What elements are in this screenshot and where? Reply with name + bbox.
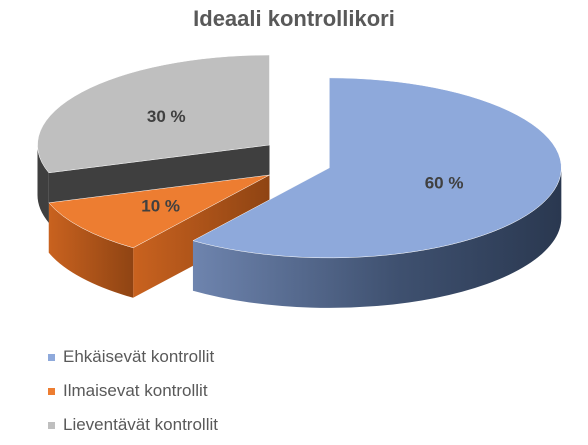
slice-side-2 <box>37 145 49 223</box>
slice-side-1 <box>48 202 134 298</box>
legend-swatch-1 <box>48 387 55 395</box>
legend-label-2: Lieventävät kontrollit <box>63 415 218 434</box>
legend: Ehkäisevät kontrollit Ilmaisevat kontroll… <box>48 340 218 442</box>
legend-item-2: Lieventävät kontrollit <box>48 408 218 442</box>
slice-label-1: 10 % <box>141 197 180 216</box>
legend-label-1: Ilmaisevat kontrollit <box>63 381 208 400</box>
chart-title: Ideaali kontrollikori <box>193 6 395 31</box>
slice-side-0 <box>192 167 562 308</box>
pie-slice-1 <box>48 174 270 249</box>
legend-swatch-2 <box>48 421 55 429</box>
slice-label-2: 30 % <box>147 107 186 126</box>
legend-item-0: Ehkäisevät kontrollit <box>48 340 218 374</box>
slice-label-0: 60 % <box>425 173 464 192</box>
pie-slice-2 <box>37 54 270 174</box>
legend-item-1: Ilmaisevat kontrollit <box>48 374 218 408</box>
legend-swatch-0 <box>48 353 55 361</box>
pie-slice-0 <box>192 77 562 259</box>
legend-label-0: Ehkäisevät kontrollit <box>63 347 215 366</box>
